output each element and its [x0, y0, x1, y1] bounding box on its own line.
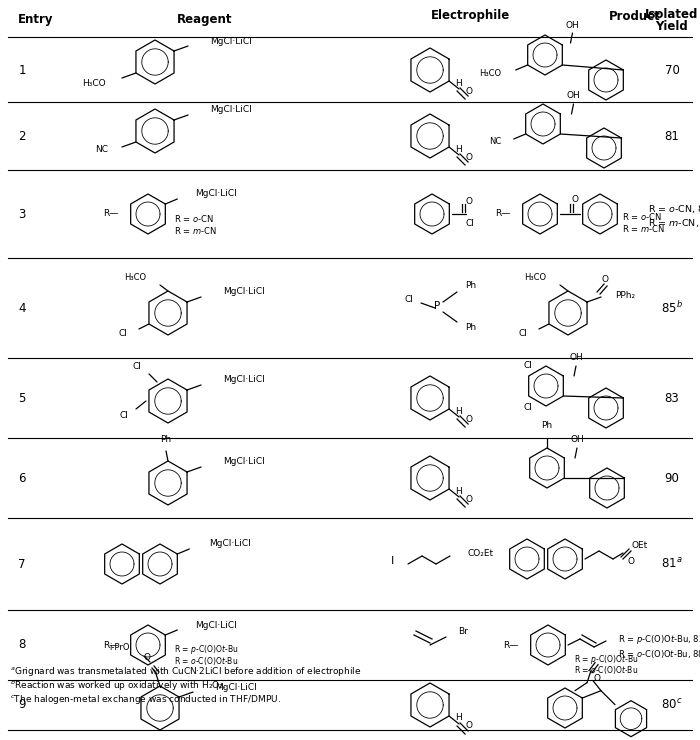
Text: Entry: Entry [18, 13, 53, 27]
Text: 2: 2 [18, 130, 26, 143]
Text: R = $o$-CN: R = $o$-CN [622, 210, 661, 221]
Text: O: O [466, 197, 473, 206]
Text: R = $o$-CN, 87%$^a$: R = $o$-CN, 87%$^a$ [648, 203, 700, 215]
Text: MgCl·LiCl: MgCl·LiCl [210, 106, 252, 115]
Text: Cl: Cl [119, 411, 128, 420]
Text: i-PrO: i-PrO [109, 644, 130, 653]
Text: H: H [455, 486, 462, 496]
Text: CO₂Et: CO₂Et [468, 550, 494, 559]
Text: O: O [465, 414, 472, 423]
Text: 5: 5 [18, 391, 26, 405]
Text: Reagent: Reagent [177, 13, 232, 27]
Text: NC: NC [489, 138, 502, 147]
Text: MgCl·LiCl: MgCl·LiCl [210, 36, 252, 45]
Text: 70: 70 [664, 64, 680, 76]
Text: O: O [627, 556, 634, 565]
Text: H: H [455, 713, 462, 722]
Text: Ph: Ph [465, 281, 476, 291]
Text: Cl: Cl [524, 403, 533, 412]
Text: R—: R— [503, 641, 518, 650]
Text: Isolated: Isolated [645, 8, 699, 21]
Text: O: O [594, 674, 601, 683]
Text: Cl: Cl [118, 329, 127, 338]
Text: P: P [434, 301, 440, 311]
Text: MgCl·LiCl: MgCl·LiCl [195, 621, 237, 630]
Text: R = $o$-C(O)O$t$-Bu: R = $o$-C(O)O$t$-Bu [174, 655, 238, 667]
Text: OH: OH [566, 92, 580, 101]
Text: Ph: Ph [160, 434, 172, 443]
Text: OH: OH [566, 21, 580, 30]
Text: Ph: Ph [541, 422, 552, 431]
Text: 80$^c$: 80$^c$ [662, 698, 682, 712]
Text: 3: 3 [18, 207, 26, 221]
Text: R—: R— [495, 209, 510, 218]
Text: O: O [571, 195, 578, 204]
Text: Cl: Cl [524, 362, 533, 371]
Text: 81$^a$: 81$^a$ [662, 557, 682, 571]
Text: 90: 90 [664, 471, 680, 485]
Text: MgCl·LiCl: MgCl·LiCl [215, 682, 257, 691]
Text: R = $m$-CN: R = $m$-CN [174, 226, 217, 237]
Text: R = $p$-C(O)O$t$-Bu, 82%$^a$: R = $p$-C(O)O$t$-Bu, 82%$^a$ [618, 633, 700, 647]
Text: Electrophile: Electrophile [430, 10, 510, 22]
Text: OEt: OEt [631, 540, 648, 550]
Text: MgCl·LiCl: MgCl·LiCl [223, 457, 265, 466]
Text: $^a$Grignard was transmetalated with CuCN·2LiCl before addition of electrophile: $^a$Grignard was transmetalated with CuC… [10, 665, 361, 678]
Text: Cl: Cl [404, 295, 413, 304]
Text: O: O [601, 275, 608, 284]
Text: R = $m$-CN: R = $m$-CN [622, 223, 665, 234]
Text: OH: OH [569, 354, 583, 363]
Text: MgCl·LiCl: MgCl·LiCl [223, 375, 265, 385]
Text: R = $o$-CN: R = $o$-CN [174, 214, 214, 224]
Text: H: H [455, 78, 462, 87]
Text: R = $p$-C(O)O$t$-Bu: R = $p$-C(O)O$t$-Bu [574, 653, 638, 665]
Text: Cl: Cl [132, 363, 141, 371]
Text: OH: OH [570, 436, 584, 445]
Text: 6: 6 [18, 471, 26, 485]
Text: $^b$Reaction was worked up oxidatively with H₂O₂.: $^b$Reaction was worked up oxidatively w… [10, 679, 226, 693]
Text: PPh₂: PPh₂ [615, 292, 635, 300]
Text: O: O [465, 87, 472, 95]
Text: H₃CO: H₃CO [524, 272, 546, 281]
Text: H: H [455, 144, 462, 153]
Text: O: O [465, 494, 472, 503]
Text: Yield: Yield [656, 21, 688, 33]
Text: R—: R— [103, 641, 118, 650]
Text: O: O [143, 653, 150, 662]
Text: R = $o$-C(O)O$t$-Bu: R = $o$-C(O)O$t$-Bu [574, 664, 638, 676]
Text: I: I [391, 556, 394, 566]
Text: MgCl·LiCl: MgCl·LiCl [195, 189, 237, 198]
Text: Cl: Cl [466, 220, 475, 229]
Text: O: O [465, 722, 472, 730]
Text: 4: 4 [18, 301, 26, 314]
Text: R = $o$-C(O)O$t$-Bu, 88%$^a$: R = $o$-C(O)O$t$-Bu, 88%$^a$ [618, 648, 700, 660]
Text: R = $p$-C(O)O$t$-Bu: R = $p$-C(O)O$t$-Bu [174, 644, 239, 656]
Text: R—: R— [103, 209, 118, 218]
Text: NC: NC [95, 146, 108, 155]
Text: 85$^b$: 85$^b$ [661, 300, 683, 316]
Text: 81: 81 [664, 130, 680, 143]
Text: 83: 83 [664, 391, 680, 405]
Text: MgCl·LiCl: MgCl·LiCl [223, 288, 265, 297]
Text: Cl: Cl [518, 329, 527, 338]
Text: 7: 7 [18, 557, 26, 571]
Text: Br: Br [458, 627, 468, 636]
Text: R = $m$-CN, 88%$^a$: R = $m$-CN, 88%$^a$ [648, 217, 700, 229]
Text: H₃CO: H₃CO [480, 69, 502, 78]
Text: Ph: Ph [465, 323, 476, 332]
Text: 1: 1 [18, 64, 26, 76]
Text: 8: 8 [18, 639, 26, 651]
Text: 9: 9 [18, 699, 26, 711]
Text: Product: Product [609, 10, 661, 22]
Text: O: O [465, 152, 472, 161]
Text: H: H [455, 406, 462, 415]
Text: MgCl·LiCl: MgCl·LiCl [209, 539, 251, 548]
Text: H₃CO: H₃CO [83, 78, 106, 87]
Text: $^c$The halogen-metal exchange was conducted in THF/DMPU.: $^c$The halogen-metal exchange was condu… [10, 693, 281, 706]
Text: H₃CO: H₃CO [124, 272, 146, 281]
